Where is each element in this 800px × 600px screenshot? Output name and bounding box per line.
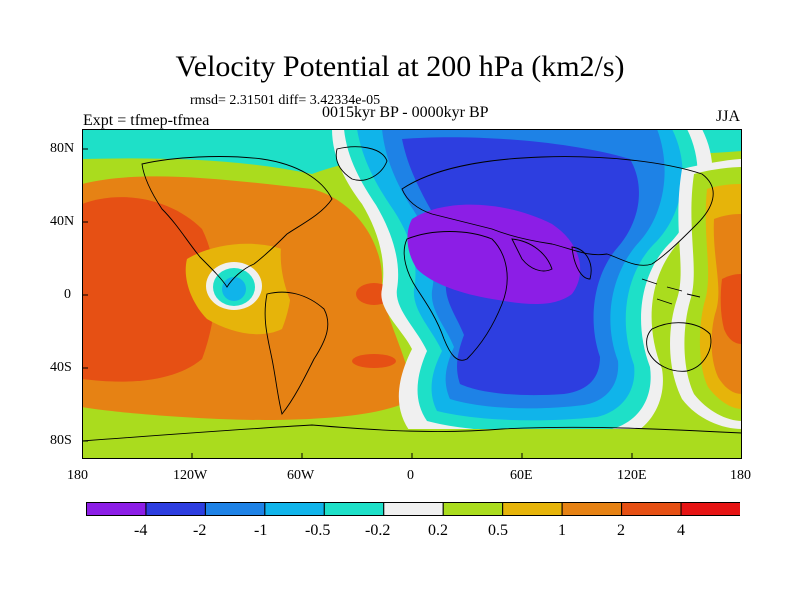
lon-tick-label: 120E <box>617 468 647 483</box>
lat-tick-label: 40N <box>50 214 75 229</box>
lon-tick-label: 60W <box>287 468 315 483</box>
colorbar-label: -4 <box>134 522 148 539</box>
lat-tick-label: 80S <box>50 433 72 448</box>
colorbar-swatch <box>383 502 444 516</box>
indonesia-coast <box>641 278 701 305</box>
colorbar-swatch <box>264 502 325 516</box>
lat-tick-label: 40S <box>50 360 72 375</box>
lon-tick-label: 0 <box>407 468 414 483</box>
australia-coast <box>646 322 712 372</box>
colorbar-swatch <box>323 502 385 516</box>
axis-ticks <box>82 148 742 459</box>
north-america-coast <box>141 156 333 288</box>
colorbar-label: 2 <box>617 522 625 539</box>
colorbar-label: -1 <box>254 522 268 539</box>
season-label: JJA <box>716 108 741 125</box>
south-america-coast <box>264 291 329 415</box>
colorbar-label: 0.5 <box>488 522 508 539</box>
colorbar-swatch <box>561 502 623 516</box>
lon-tick-label: 120W <box>173 468 208 483</box>
lat-tick-label: 80N <box>50 141 75 156</box>
colorbar-label: -0.2 <box>365 522 391 539</box>
greenland-coast <box>335 146 388 181</box>
colorbar-swatch <box>145 502 206 516</box>
coastlines <box>82 146 742 442</box>
contour-fill <box>82 129 742 459</box>
period-label: 0015kyr BP - 0000kyr BP <box>322 104 489 121</box>
velocity-potential-map <box>82 129 742 459</box>
colorbar-swatch <box>86 502 147 516</box>
lat-tick-label: 0 <box>64 287 71 302</box>
colorbar-label: 4 <box>677 522 685 539</box>
eurasia-coast <box>401 156 714 266</box>
experiment-label: Expt = tfmep-tfmea <box>83 112 210 129</box>
arabia-india-coast <box>511 238 592 280</box>
colorbar <box>86 502 740 516</box>
antarctica-coast <box>82 424 742 442</box>
colorbar-swatch <box>204 502 266 516</box>
colorbar-label: 1 <box>558 522 566 539</box>
colorbar-label: -2 <box>193 522 207 539</box>
figure-title: Velocity Potential at 200 hPa (km2/s) <box>175 50 625 83</box>
colorbar-swatch <box>680 502 740 516</box>
colorbar-swatch <box>502 502 563 516</box>
lon-tick-label: 180 <box>730 468 751 483</box>
colorbar-label: -0.5 <box>305 522 331 539</box>
lon-tick-label: 180 <box>67 468 88 483</box>
colorbar-swatch <box>621 502 682 516</box>
colorbar-swatch <box>442 502 504 516</box>
africa-coast <box>403 231 508 361</box>
lon-tick-label: 60E <box>510 468 533 483</box>
colorbar-label: 0.2 <box>428 522 448 539</box>
stats-text: rmsd= 2.31501 diff= 3.42334e-05 <box>190 93 381 108</box>
